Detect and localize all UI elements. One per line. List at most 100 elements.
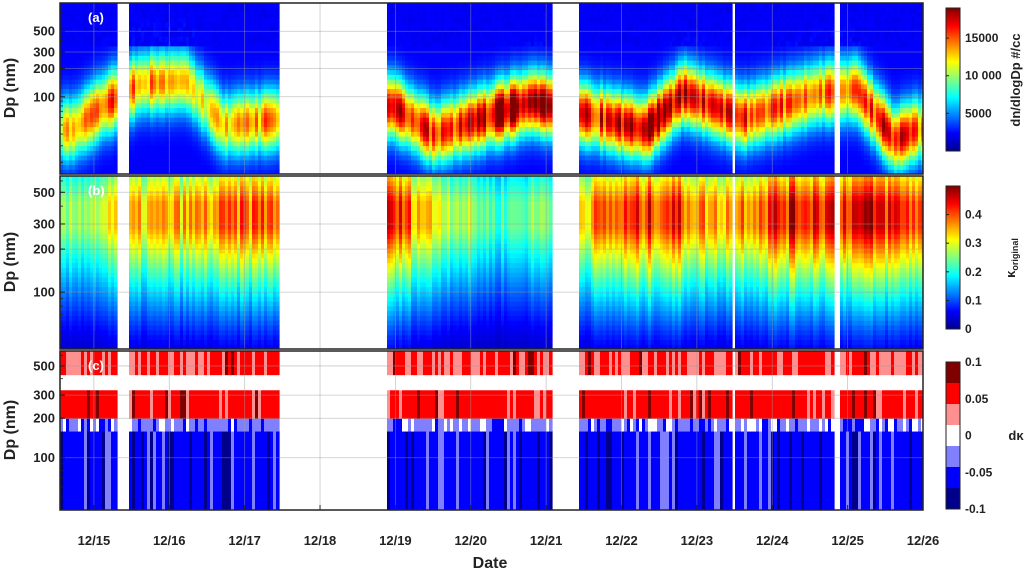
panel-a-cell [108, 50, 112, 56]
panel-a-cell [405, 74, 409, 80]
panel-a-cell [582, 7, 586, 14]
panel-a-cell [405, 41, 409, 47]
panel-a-cell [63, 22, 67, 28]
panel-a-cell [618, 60, 622, 66]
panel-a-cell [495, 136, 499, 142]
panel-a-cell [597, 79, 601, 85]
panel-a-cell [393, 126, 397, 132]
panel-a-cell [585, 60, 589, 66]
panel-a-cell [213, 64, 217, 71]
panel-a-cell [462, 140, 466, 147]
panel-a-cell [66, 74, 70, 80]
panel-a-cell [525, 36, 529, 42]
panel-a-cell [108, 131, 112, 137]
panel-a-cell [276, 107, 280, 113]
panel-a-cell [537, 12, 541, 18]
panel-a-cell [546, 93, 550, 99]
panel-a-cell [456, 64, 460, 71]
panel-a-cell [180, 3, 184, 9]
panel-a-cell [450, 131, 454, 137]
panel-a-cell [78, 31, 82, 37]
panel-a-cell [432, 7, 436, 14]
panel-a-cell [81, 41, 85, 47]
panel-a-cell [213, 74, 217, 80]
panel-a-cell [267, 22, 271, 28]
panel-a-cell [210, 45, 214, 52]
panel-a-cell [501, 26, 505, 33]
panel-a-cell [180, 64, 184, 71]
panel-a-cell [138, 102, 142, 109]
panel-a-cell [108, 121, 112, 128]
panel-a-cell [387, 155, 391, 161]
panel-a-cell [600, 164, 604, 170]
panel-a-cell [444, 159, 448, 166]
panel-a-cell [528, 107, 532, 113]
panel-a-cell [417, 88, 421, 94]
panel-a-cell [603, 121, 607, 128]
panel-a-cell [480, 83, 484, 90]
panel-a-cell [207, 102, 211, 109]
panel-a-cell [600, 83, 604, 90]
panel-a-cell [162, 64, 166, 71]
panel-a-cell [546, 83, 550, 90]
panel-a-cell [474, 64, 478, 71]
panel-a-cell [600, 26, 604, 33]
panel-a-cell [183, 69, 187, 75]
panel-a-cell [114, 136, 118, 142]
panel-a-cell [453, 88, 457, 94]
panel-a-cell [156, 79, 160, 85]
panel-a-cell [495, 131, 499, 137]
panel-a-cell [615, 12, 619, 18]
panel-a-cell [111, 22, 115, 28]
panel-a-cell [390, 140, 394, 147]
panel-a-cell [393, 83, 397, 90]
panel-a-cell [582, 17, 586, 23]
panel-a-cell [450, 7, 454, 14]
panel-a-cell [423, 169, 427, 174]
panel-a-cell [156, 93, 160, 99]
panel-a-cell [528, 98, 532, 104]
panel-a-cell [531, 55, 535, 61]
panel-a-cell [135, 45, 139, 52]
panel-a-cell [582, 22, 586, 28]
panel-a-cell [516, 31, 520, 37]
panel-a-cell [198, 131, 202, 137]
panel-a-cell [249, 55, 253, 61]
panel-a-cell [159, 36, 163, 42]
panel-a-cell [546, 55, 550, 61]
panel-a-cell [492, 117, 496, 123]
panel-a-cell [609, 7, 613, 14]
panel-a-cell [423, 50, 427, 56]
panel-a-cell [171, 121, 175, 128]
panel-a-cell [594, 55, 598, 61]
panel-a-cell [513, 117, 517, 123]
panel-a-cell [453, 107, 457, 113]
panel-a-cell [150, 159, 154, 166]
panel-a-cell [486, 93, 490, 99]
panel-a-cell [60, 17, 64, 23]
panel-a-cell [393, 121, 397, 128]
panel-a-cell [81, 159, 85, 166]
panel-a-cell [90, 131, 94, 137]
panel-a-cell [219, 98, 223, 104]
panel-a-cell [165, 117, 169, 123]
panel-a-cell [63, 50, 67, 56]
panel-a-cell [147, 164, 151, 170]
panel-a-cell [246, 93, 250, 99]
panel-a-cell [453, 50, 457, 56]
panel-a-cell [525, 98, 529, 104]
panel-a-cell [480, 117, 484, 123]
panel-a-cell [600, 169, 604, 174]
panel-a-cell [186, 64, 190, 71]
panel-a-cell [540, 102, 544, 109]
panel-a-cell [453, 126, 457, 132]
panel-a-cell [192, 112, 196, 118]
panel-a-cell [87, 69, 91, 75]
panel-a-cell [453, 93, 457, 99]
panel-a-cell [159, 12, 163, 18]
panel-a-cell [480, 169, 484, 174]
panel-a-cell [222, 164, 226, 170]
panel-a-cell [399, 117, 403, 123]
panel-a-cell [507, 140, 511, 147]
panel-a-cell [198, 98, 202, 104]
